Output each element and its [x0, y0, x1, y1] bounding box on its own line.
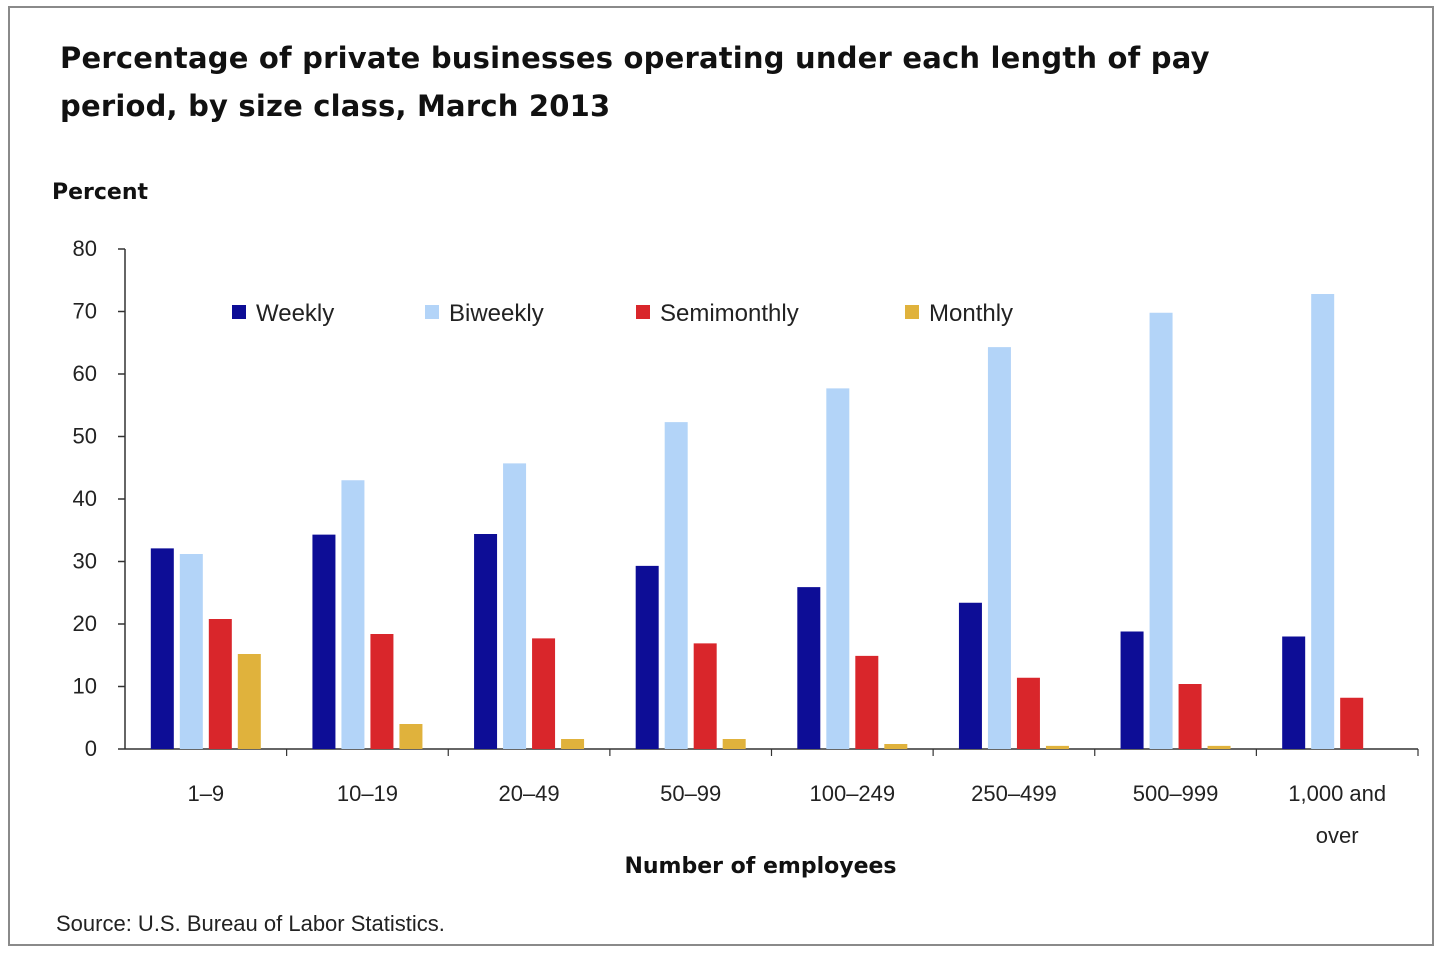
bar-weekly-3 — [474, 534, 498, 749]
x-tick-label: 50–99 — [660, 781, 721, 806]
bar-weekly-5 — [797, 587, 821, 749]
x-tick-label: 1–9 — [187, 781, 224, 806]
bar-weekly-7 — [1120, 631, 1144, 749]
bar-semimonthly-6 — [1016, 677, 1040, 749]
bar-weekly-2 — [312, 534, 336, 749]
bar-semimonthly-7 — [1178, 684, 1202, 749]
chart-title: Percentage of private businesses operati… — [60, 41, 1210, 123]
x-tick-label: 250–499 — [971, 781, 1057, 806]
y-axis-label: Percent — [52, 180, 149, 205]
y-tick-label: 40 — [73, 486, 97, 511]
x-tick-label: 500–999 — [1133, 781, 1219, 806]
y-tick-label: 60 — [73, 361, 97, 386]
bar-biweekly-6 — [987, 347, 1011, 749]
bar-weekly-6 — [958, 602, 982, 749]
y-tick-label: 70 — [73, 299, 97, 324]
bar-semimonthly-5 — [855, 655, 879, 749]
bar-monthly-5 — [884, 744, 908, 749]
legend-swatch-monthly — [905, 305, 919, 319]
legend-label-monthly: Monthly — [929, 300, 1013, 327]
legend-swatch-weekly — [232, 305, 246, 319]
x-tick-label: 20–49 — [498, 781, 559, 806]
y-tick-label: 10 — [73, 674, 97, 699]
bar-semimonthly-8 — [1340, 697, 1364, 749]
y-tick-label: 20 — [73, 611, 97, 636]
bar-biweekly-7 — [1149, 312, 1173, 749]
x-tick-label: 10–19 — [337, 781, 398, 806]
y-tick-label: 0 — [85, 736, 97, 761]
x-tick-label: 1,000 and — [1288, 781, 1386, 806]
y-tick-label: 80 — [73, 236, 97, 261]
source-note: Source: U.S. Bureau of Labor Statistics. — [56, 911, 445, 936]
bar-weekly-4 — [635, 565, 659, 749]
bar-monthly-2 — [399, 724, 423, 749]
bar-weekly-8 — [1282, 636, 1306, 749]
legend-label-weekly: Weekly — [256, 300, 334, 327]
chart-frame: Percentage of private businesses operati… — [8, 6, 1434, 946]
bar-monthly-3 — [561, 739, 585, 749]
bar-semimonthly-4 — [693, 643, 717, 749]
x-tick-label: 100–249 — [809, 781, 895, 806]
legend-swatch-biweekly — [425, 305, 439, 319]
legend-swatch-semimonthly — [636, 305, 650, 319]
bar-semimonthly-1 — [208, 619, 232, 749]
bar-monthly-1 — [237, 654, 261, 749]
bar-biweekly-4 — [664, 422, 688, 749]
bar-biweekly-5 — [826, 388, 850, 749]
bar-monthly-6 — [1045, 745, 1069, 749]
legend-label-biweekly: Biweekly — [449, 300, 544, 327]
bar-biweekly-1 — [179, 554, 203, 749]
bar-semimonthly-2 — [370, 634, 394, 749]
bar-biweekly-2 — [341, 480, 365, 749]
bar-biweekly-3 — [503, 463, 527, 749]
x-axis-label: Number of employees — [624, 854, 897, 879]
bar-biweekly-8 — [1311, 294, 1335, 749]
legend-label-semimonthly: Semimonthly — [660, 300, 799, 327]
y-tick-label: 50 — [73, 424, 97, 449]
bar-semimonthly-3 — [532, 638, 556, 749]
x-tick-label: over — [1316, 823, 1359, 848]
y-tick-label: 30 — [73, 549, 97, 574]
bar-weekly-1 — [150, 548, 174, 749]
bar-monthly-7 — [1207, 745, 1231, 749]
bar-monthly-4 — [722, 739, 746, 749]
